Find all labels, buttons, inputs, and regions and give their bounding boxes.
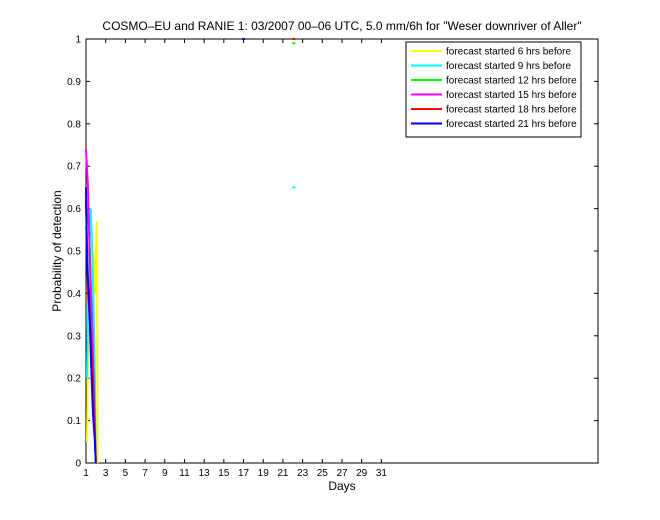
x-tick-label: 29 [356,468,368,479]
legend-label: forecast started 15 hrs before [446,90,577,101]
series-layer [85,38,296,464]
y-tick-label: 0.7 [67,162,81,173]
y-tick-label: 0 [75,459,81,470]
x-tick-label: 13 [199,468,211,479]
y-tick-label: 0.6 [67,204,81,215]
x-axis-label: Days [328,479,355,493]
y-tick-label: 1 [75,35,81,46]
x-tick-label: 5 [123,468,129,479]
x-tick-label: 9 [162,468,168,479]
y-tick-label: 0.5 [67,247,81,258]
x-tick-label: 23 [297,468,309,479]
y-tick-label: 0.2 [67,374,81,385]
legend-label: forecast started 12 hrs before [446,76,577,87]
y-tick-label: 0.1 [67,416,81,427]
series-line [85,187,97,464]
series-group [85,38,246,464]
x-tick-label: 27 [336,468,348,479]
legend: forecast started 6 hrs before forecast st… [405,41,582,138]
legend-label: forecast started 6 hrs before [446,47,572,58]
x-tick-label: 15 [218,468,230,479]
y-axis-label: Probability of detection [50,190,64,311]
y-tick-label: 0.3 [67,331,81,342]
legend-label: forecast started 21 hrs before [446,119,577,130]
x-tick-label: 17 [238,468,250,479]
x-tick-label: 19 [258,468,270,479]
y-tick-label: 0.9 [67,77,81,88]
y-tick-label: 0.8 [67,119,81,130]
chart-title: COSMO–EU and RANIE 1: 03/2007 00–06 UTC,… [102,19,581,33]
y-tick-label: 0.4 [67,289,81,300]
x-tick-label: 21 [277,468,289,479]
legend-label: forecast started 9 hrs before [446,61,572,72]
series-line [86,208,97,464]
legend-box [405,41,582,138]
axis-ticks: 1 3 5 7 9 11 13 15 17 19 21 23 25 27 29 3100.10.20.30.4… [67,35,598,479]
legend-label: forecast started 18 hrs before [446,105,577,116]
x-tick-label: 3 [103,468,109,479]
x-tick-label: 7 [142,468,148,479]
x-tick-label: 1 [83,468,89,479]
x-tick-label: 11 [179,468,190,479]
x-tick-label: 31 [376,468,388,479]
x-tick-label: 25 [317,468,329,479]
